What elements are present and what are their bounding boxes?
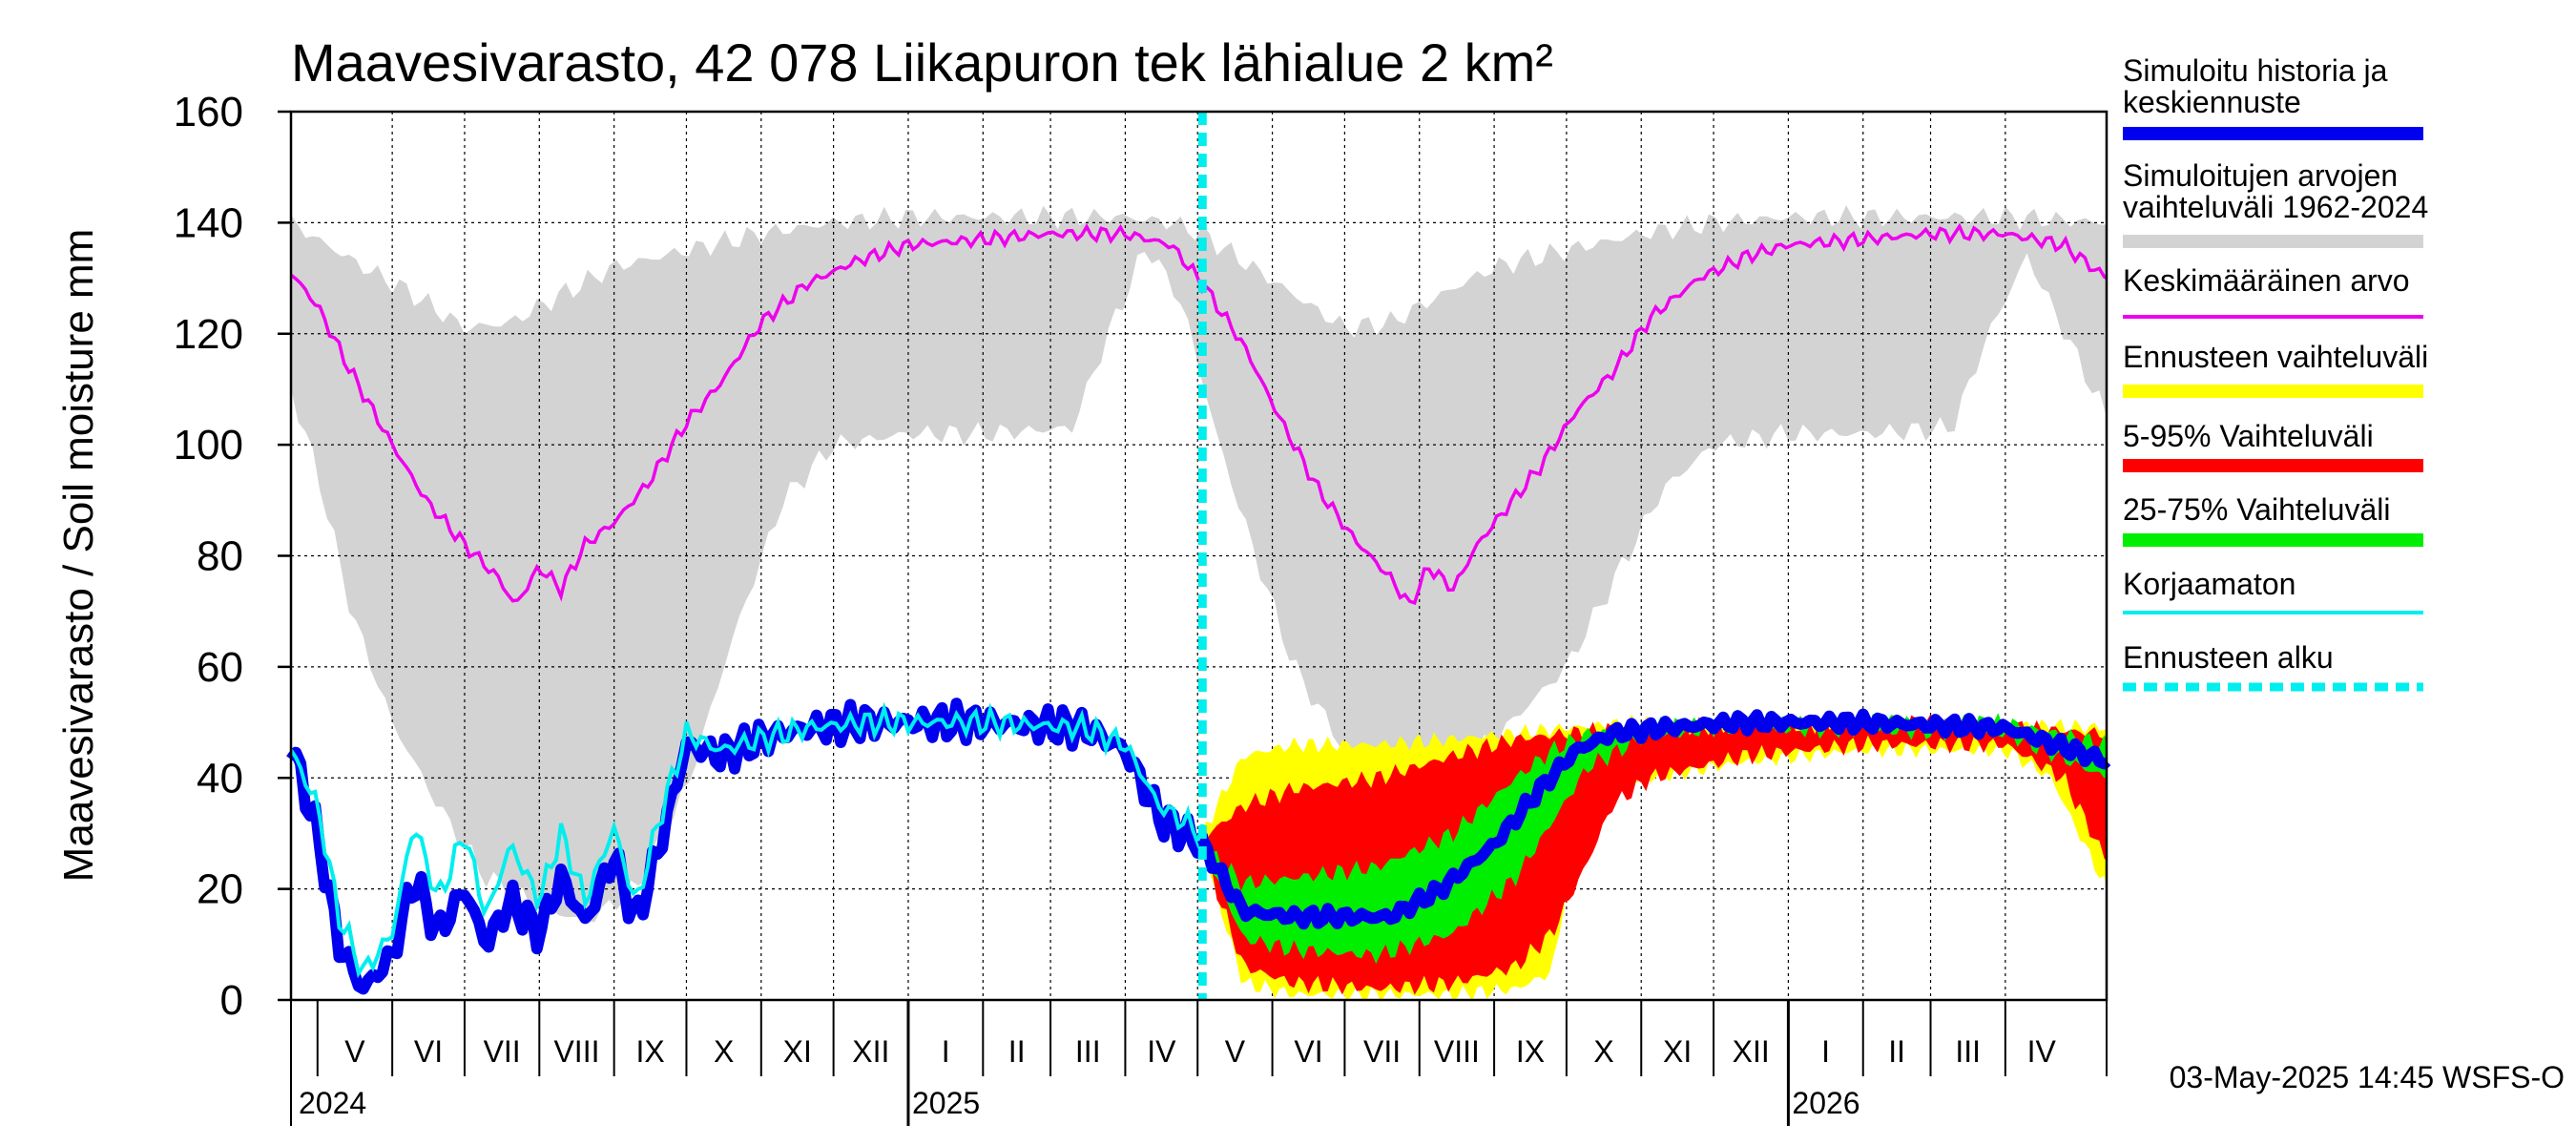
month-label: VIII bbox=[553, 1034, 599, 1069]
month-label: VII bbox=[1363, 1034, 1401, 1069]
legend-label-p2575: 25-75% Vaihteluväli bbox=[2123, 492, 2390, 527]
month-label: II bbox=[1888, 1034, 1905, 1069]
month-label: IX bbox=[1516, 1034, 1545, 1069]
y-tick-label: 80 bbox=[197, 533, 243, 580]
range-band-layer bbox=[291, 205, 2107, 923]
year-label: 2024 bbox=[299, 1086, 366, 1120]
month-label: I bbox=[942, 1034, 950, 1069]
y-axis-label: Maavesivarasto / Soil moisture mm bbox=[55, 229, 102, 883]
axes-layer bbox=[278, 110, 2109, 1126]
month-label: VII bbox=[484, 1034, 521, 1069]
series-line-layer bbox=[286, 112, 2111, 1000]
y-tick-label: 160 bbox=[174, 89, 243, 135]
month-label: IX bbox=[635, 1034, 664, 1069]
legend-label-p595: 5-95% Vaihteluväli bbox=[2123, 419, 2374, 453]
legend-label-hist: Simuloitu historia ja bbox=[2123, 53, 2388, 88]
legend-label-hist: keskiennuste bbox=[2123, 85, 2301, 119]
month-label: V bbox=[344, 1034, 365, 1069]
chart-title: Maavesivarasto, 42 078 Liikapuron tek lä… bbox=[291, 32, 1553, 93]
y-tick-label: 120 bbox=[174, 311, 243, 358]
year-label: 2025 bbox=[912, 1086, 980, 1120]
y-tick-label: 100 bbox=[174, 422, 243, 468]
month-label: III bbox=[1075, 1034, 1101, 1069]
legend-label-mean: Keskimääräinen arvo bbox=[2123, 263, 2410, 298]
legend-label-fcstart: Ennusteen alku bbox=[2123, 640, 2334, 675]
range-band-area bbox=[291, 205, 2107, 923]
footer-timestamp: 03-May-2025 14:45 WSFS-O bbox=[2170, 1060, 2565, 1094]
y-tick-label: 60 bbox=[197, 644, 243, 691]
month-label: X bbox=[714, 1034, 734, 1069]
month-label: I bbox=[1821, 1034, 1830, 1069]
legend-label-range: vaihteluväli 1962-2024 bbox=[2123, 190, 2428, 224]
history-line bbox=[286, 697, 1209, 995]
legend-label-fcrange: Ennusteen vaihteluväli bbox=[2123, 340, 2428, 374]
month-label: X bbox=[1593, 1034, 1613, 1069]
month-label: VIII bbox=[1434, 1034, 1480, 1069]
forecast-band-layer bbox=[1202, 712, 2107, 1003]
month-label: XII bbox=[852, 1034, 889, 1069]
legend-label-uncorr: Korjaamaton bbox=[2123, 567, 2296, 601]
month-label: XI bbox=[783, 1034, 812, 1069]
year-label: 2026 bbox=[1792, 1086, 1859, 1120]
month-label: V bbox=[1225, 1034, 1246, 1069]
month-label: VI bbox=[414, 1034, 443, 1069]
uncorrected-line bbox=[289, 701, 1205, 979]
month-label: IV bbox=[2027, 1034, 2057, 1069]
month-label: II bbox=[1008, 1034, 1026, 1069]
y-tick-label: 0 bbox=[220, 977, 243, 1024]
y-tick-label: 20 bbox=[197, 866, 243, 913]
y-tick-label: 140 bbox=[174, 199, 243, 246]
month-label: III bbox=[1955, 1034, 1981, 1069]
legend-label-range: Simuloitujen arvojen bbox=[2123, 158, 2398, 193]
y-tick-label: 40 bbox=[197, 755, 243, 802]
month-label: XI bbox=[1663, 1034, 1692, 1069]
month-label: XII bbox=[1733, 1034, 1770, 1069]
forecast-median-line bbox=[1197, 708, 2111, 930]
month-label: VI bbox=[1294, 1034, 1322, 1069]
month-label: IV bbox=[1147, 1034, 1176, 1069]
